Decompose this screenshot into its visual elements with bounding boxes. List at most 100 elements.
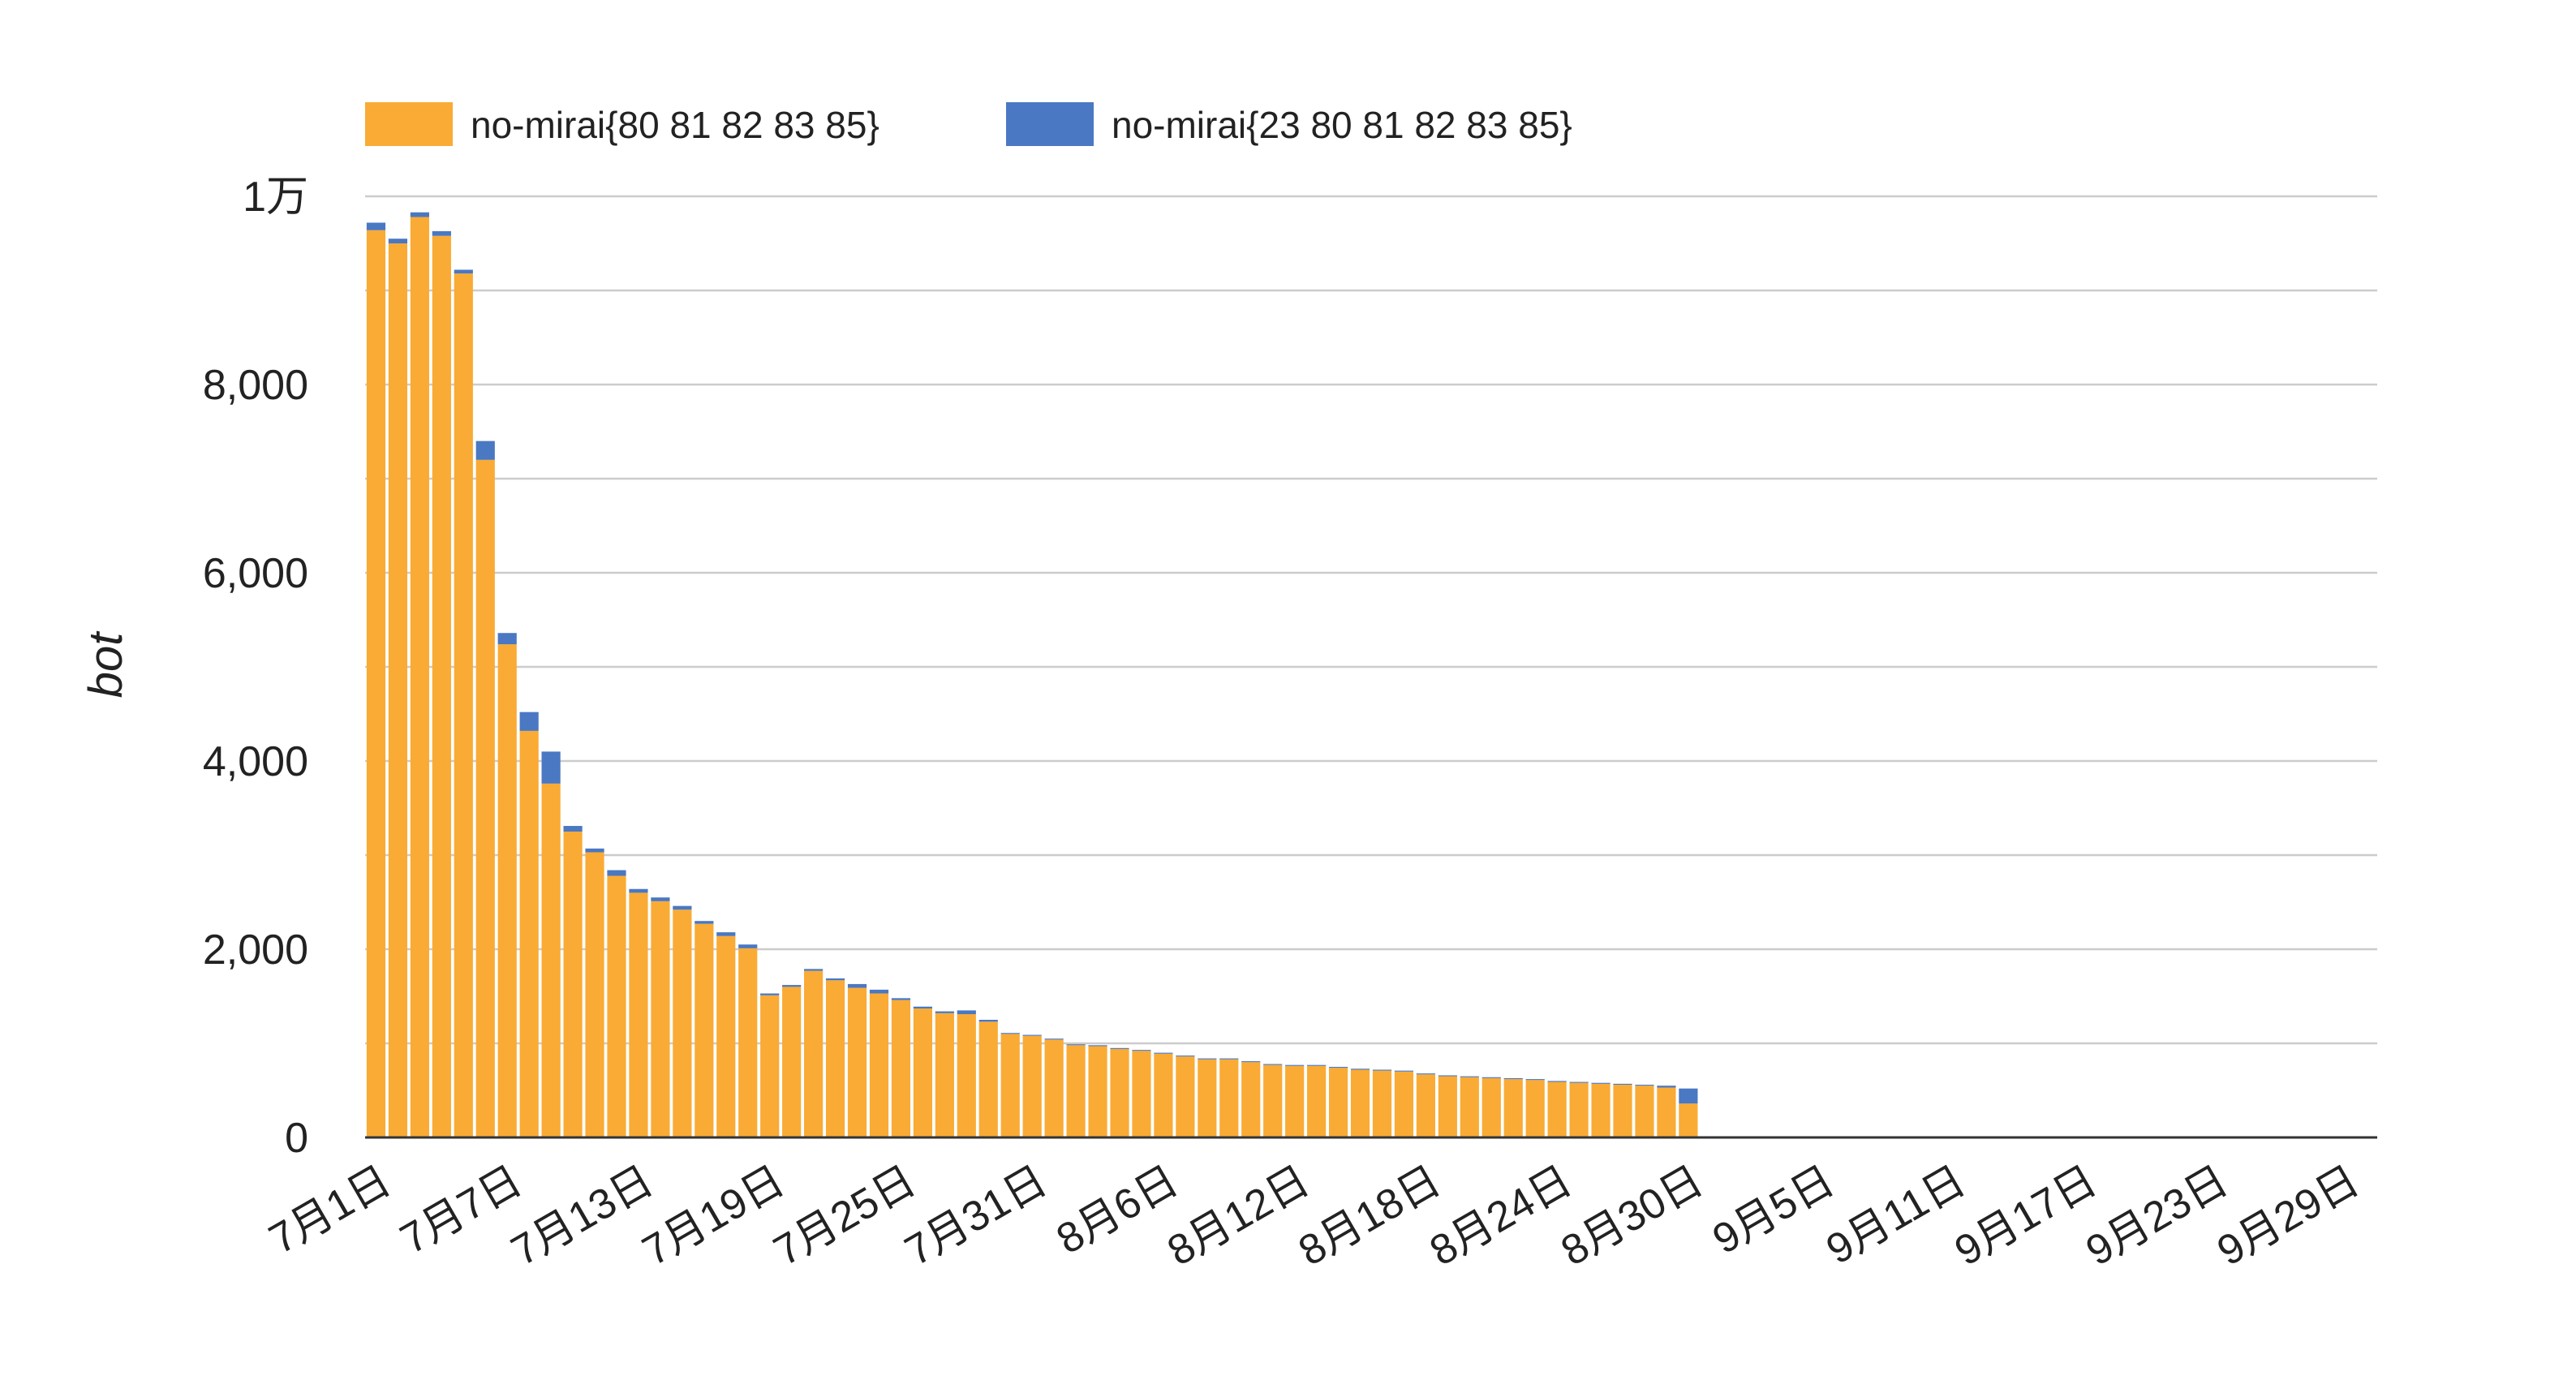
bar-series1-6 [475, 459, 495, 1137]
bar-series2-19 [760, 993, 780, 995]
bar-series1-32 [1044, 1039, 1064, 1137]
bar-series1-46 [1350, 1069, 1370, 1137]
bar-series2-22 [825, 978, 845, 981]
bar-series1-35 [1110, 1048, 1129, 1137]
x-tick-label-16: 9月29日 [2209, 1157, 2367, 1275]
bar-series1-49 [1416, 1074, 1435, 1137]
bar-series2-42 [1263, 1064, 1283, 1065]
bar-series1-61 [1679, 1103, 1698, 1137]
x-tick-label-1: 7月1日 [261, 1157, 398, 1263]
bar-series2-32 [1044, 1038, 1064, 1040]
bar-series2-37 [1154, 1052, 1173, 1054]
x-tick-label-10: 8月24日 [1422, 1157, 1580, 1275]
bar-series1-1 [366, 230, 386, 1137]
bar-series1-30 [1000, 1034, 1020, 1137]
bar-series2-7 [497, 633, 517, 645]
bar-series2-30 [1000, 1033, 1020, 1034]
bar-series2-24 [869, 989, 889, 994]
y-tick-label-6000: 6,000 [203, 550, 308, 597]
bar-series2-58 [1613, 1083, 1632, 1086]
bar-series2-36 [1132, 1050, 1151, 1051]
bar-series2-39 [1198, 1058, 1217, 1060]
bar-series1-47 [1372, 1070, 1392, 1137]
bar-series1-54 [1525, 1080, 1545, 1137]
bar-series1-29 [978, 1021, 998, 1137]
bar-series2-2 [388, 239, 408, 243]
bar-series1-22 [825, 980, 845, 1137]
bar-series2-54 [1525, 1079, 1545, 1081]
bar-series2-4 [432, 230, 451, 236]
bar-series2-21 [804, 969, 824, 971]
bar-series1-27 [935, 1013, 954, 1137]
bar-series1-37 [1154, 1053, 1173, 1137]
bar-series2-38 [1176, 1055, 1195, 1057]
bar-series1-53 [1503, 1079, 1523, 1137]
bar-series2-16 [695, 921, 714, 924]
bar-series1-2 [388, 243, 408, 1137]
bar-series1-52 [1482, 1077, 1501, 1137]
bar-series2-10 [563, 826, 583, 832]
bar-series2-13 [629, 888, 648, 893]
bar-series2-52 [1482, 1077, 1501, 1078]
bar-series1-14 [651, 901, 670, 1137]
bar-series1-58 [1613, 1085, 1632, 1137]
bar-series1-51 [1460, 1077, 1479, 1137]
bar-series1-19 [760, 995, 780, 1137]
bar-series1-18 [738, 948, 758, 1137]
bar-series2-20 [782, 985, 802, 987]
bar-series1-11 [585, 852, 604, 1137]
bar-series1-43 [1285, 1065, 1305, 1137]
bar-series1-34 [1088, 1046, 1107, 1137]
legend-label-series-2: no-mirai{23 80 81 82 83 85} [1112, 104, 1572, 146]
bar-series2-40 [1219, 1058, 1239, 1060]
y-tick-label-2000: 2,000 [203, 927, 308, 974]
bar-series1-28 [957, 1014, 976, 1137]
bar-series2-12 [607, 870, 626, 876]
x-tick-label-2: 7月7日 [393, 1157, 530, 1263]
x-tick-label-6: 7月31日 [897, 1157, 1055, 1275]
bar-series1-41 [1241, 1062, 1261, 1137]
bar-series2-46 [1350, 1068, 1370, 1070]
x-tick-label-11: 8月30日 [1554, 1157, 1711, 1275]
x-tick-label-12: 9月5日 [1705, 1157, 1842, 1263]
bar-series2-59 [1635, 1085, 1654, 1086]
bar-series1-17 [716, 935, 736, 1137]
bar-series2-44 [1307, 1064, 1327, 1066]
bar-series2-61 [1679, 1088, 1698, 1104]
bar-series1-10 [563, 832, 583, 1137]
bar-series2-31 [1022, 1034, 1042, 1036]
bar-series2-33 [1066, 1044, 1086, 1046]
bar-series2-29 [978, 1020, 998, 1022]
x-tick-label-7: 8月6日 [1049, 1157, 1186, 1263]
bar-series1-7 [497, 644, 517, 1137]
bar-series2-27 [935, 1011, 954, 1013]
x-tick-label-3: 7月13日 [504, 1157, 661, 1275]
bar-series1-9 [541, 783, 561, 1137]
bar-series2-49 [1416, 1073, 1435, 1075]
bar-series2-17 [716, 932, 736, 936]
bar-series2-1 [366, 222, 386, 230]
bar-series2-3 [410, 212, 429, 217]
bar-series1-36 [1132, 1051, 1151, 1137]
bar-series1-57 [1591, 1083, 1611, 1137]
bar-series2-48 [1394, 1070, 1414, 1072]
x-tick-label-14: 9月17日 [1947, 1157, 2105, 1275]
bar-series1-4 [432, 235, 451, 1138]
bar-series1-23 [847, 987, 867, 1137]
legend-label-series-1: no-mirai{80 81 82 83 85} [471, 104, 879, 146]
bar-series2-60 [1657, 1086, 1676, 1088]
bar-series1-20 [782, 987, 802, 1137]
bar-series2-53 [1503, 1077, 1523, 1080]
bar-series1-8 [519, 730, 539, 1137]
bar-series2-41 [1241, 1061, 1261, 1063]
x-tick-label-5: 7月25日 [766, 1157, 923, 1275]
bar-series2-14 [651, 897, 670, 901]
legend: no-mirai{80 81 82 83 85} no-mirai{23 80 … [365, 102, 1572, 146]
legend-swatch-blue [1006, 102, 1094, 146]
bar-series2-15 [673, 905, 692, 910]
bar-series2-47 [1372, 1069, 1392, 1071]
bar-series1-16 [695, 923, 714, 1137]
bar-series1-50 [1438, 1076, 1457, 1137]
bar-series2-18 [738, 944, 758, 948]
